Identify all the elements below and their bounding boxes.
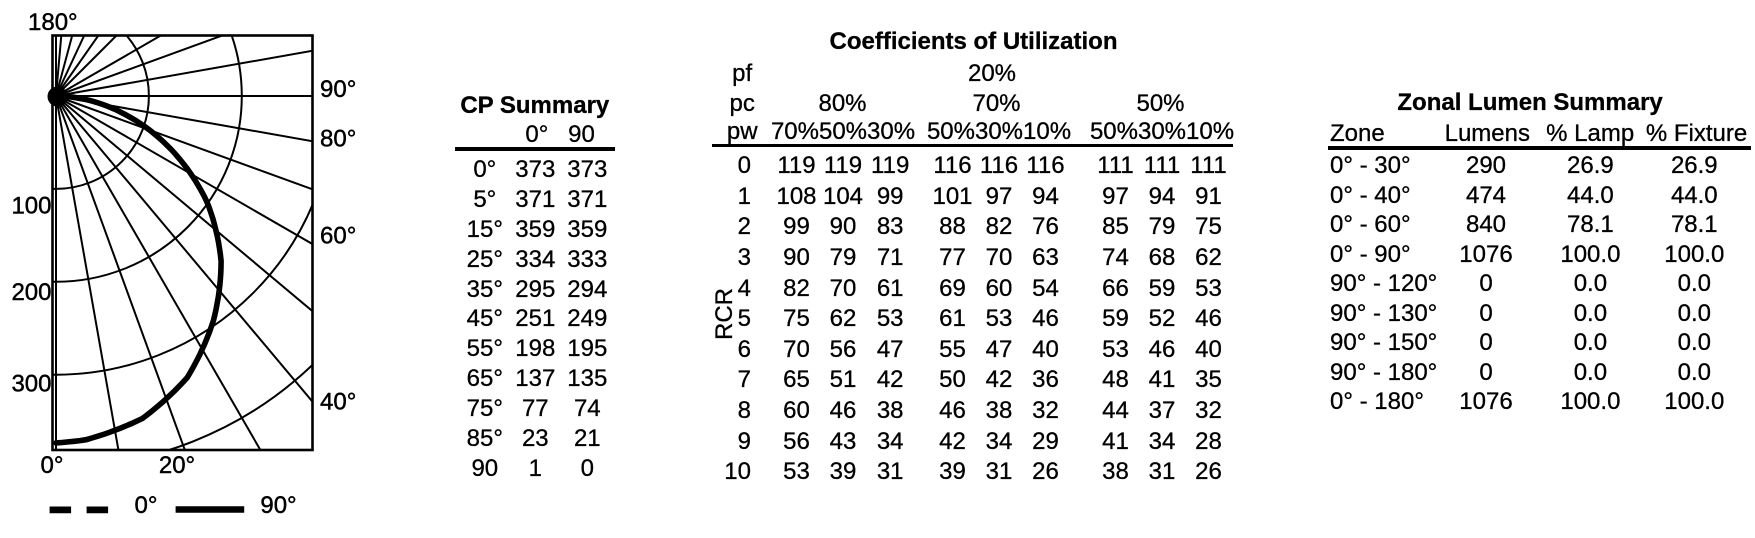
svg-text:0°: 0° bbox=[135, 492, 158, 519]
svg-text:180°: 180° bbox=[28, 9, 78, 36]
svg-text:100: 100 bbox=[11, 193, 51, 220]
svg-text:90°: 90° bbox=[320, 76, 356, 103]
svg-text:60°: 60° bbox=[320, 223, 356, 250]
svg-text:20°: 20° bbox=[159, 452, 195, 479]
svg-text:80°: 80° bbox=[320, 126, 356, 153]
svg-text:40°: 40° bbox=[320, 389, 356, 416]
svg-text:90°: 90° bbox=[260, 492, 296, 519]
svg-text:300: 300 bbox=[11, 371, 51, 398]
svg-text:200: 200 bbox=[11, 279, 51, 306]
svg-text:0°: 0° bbox=[41, 452, 64, 479]
